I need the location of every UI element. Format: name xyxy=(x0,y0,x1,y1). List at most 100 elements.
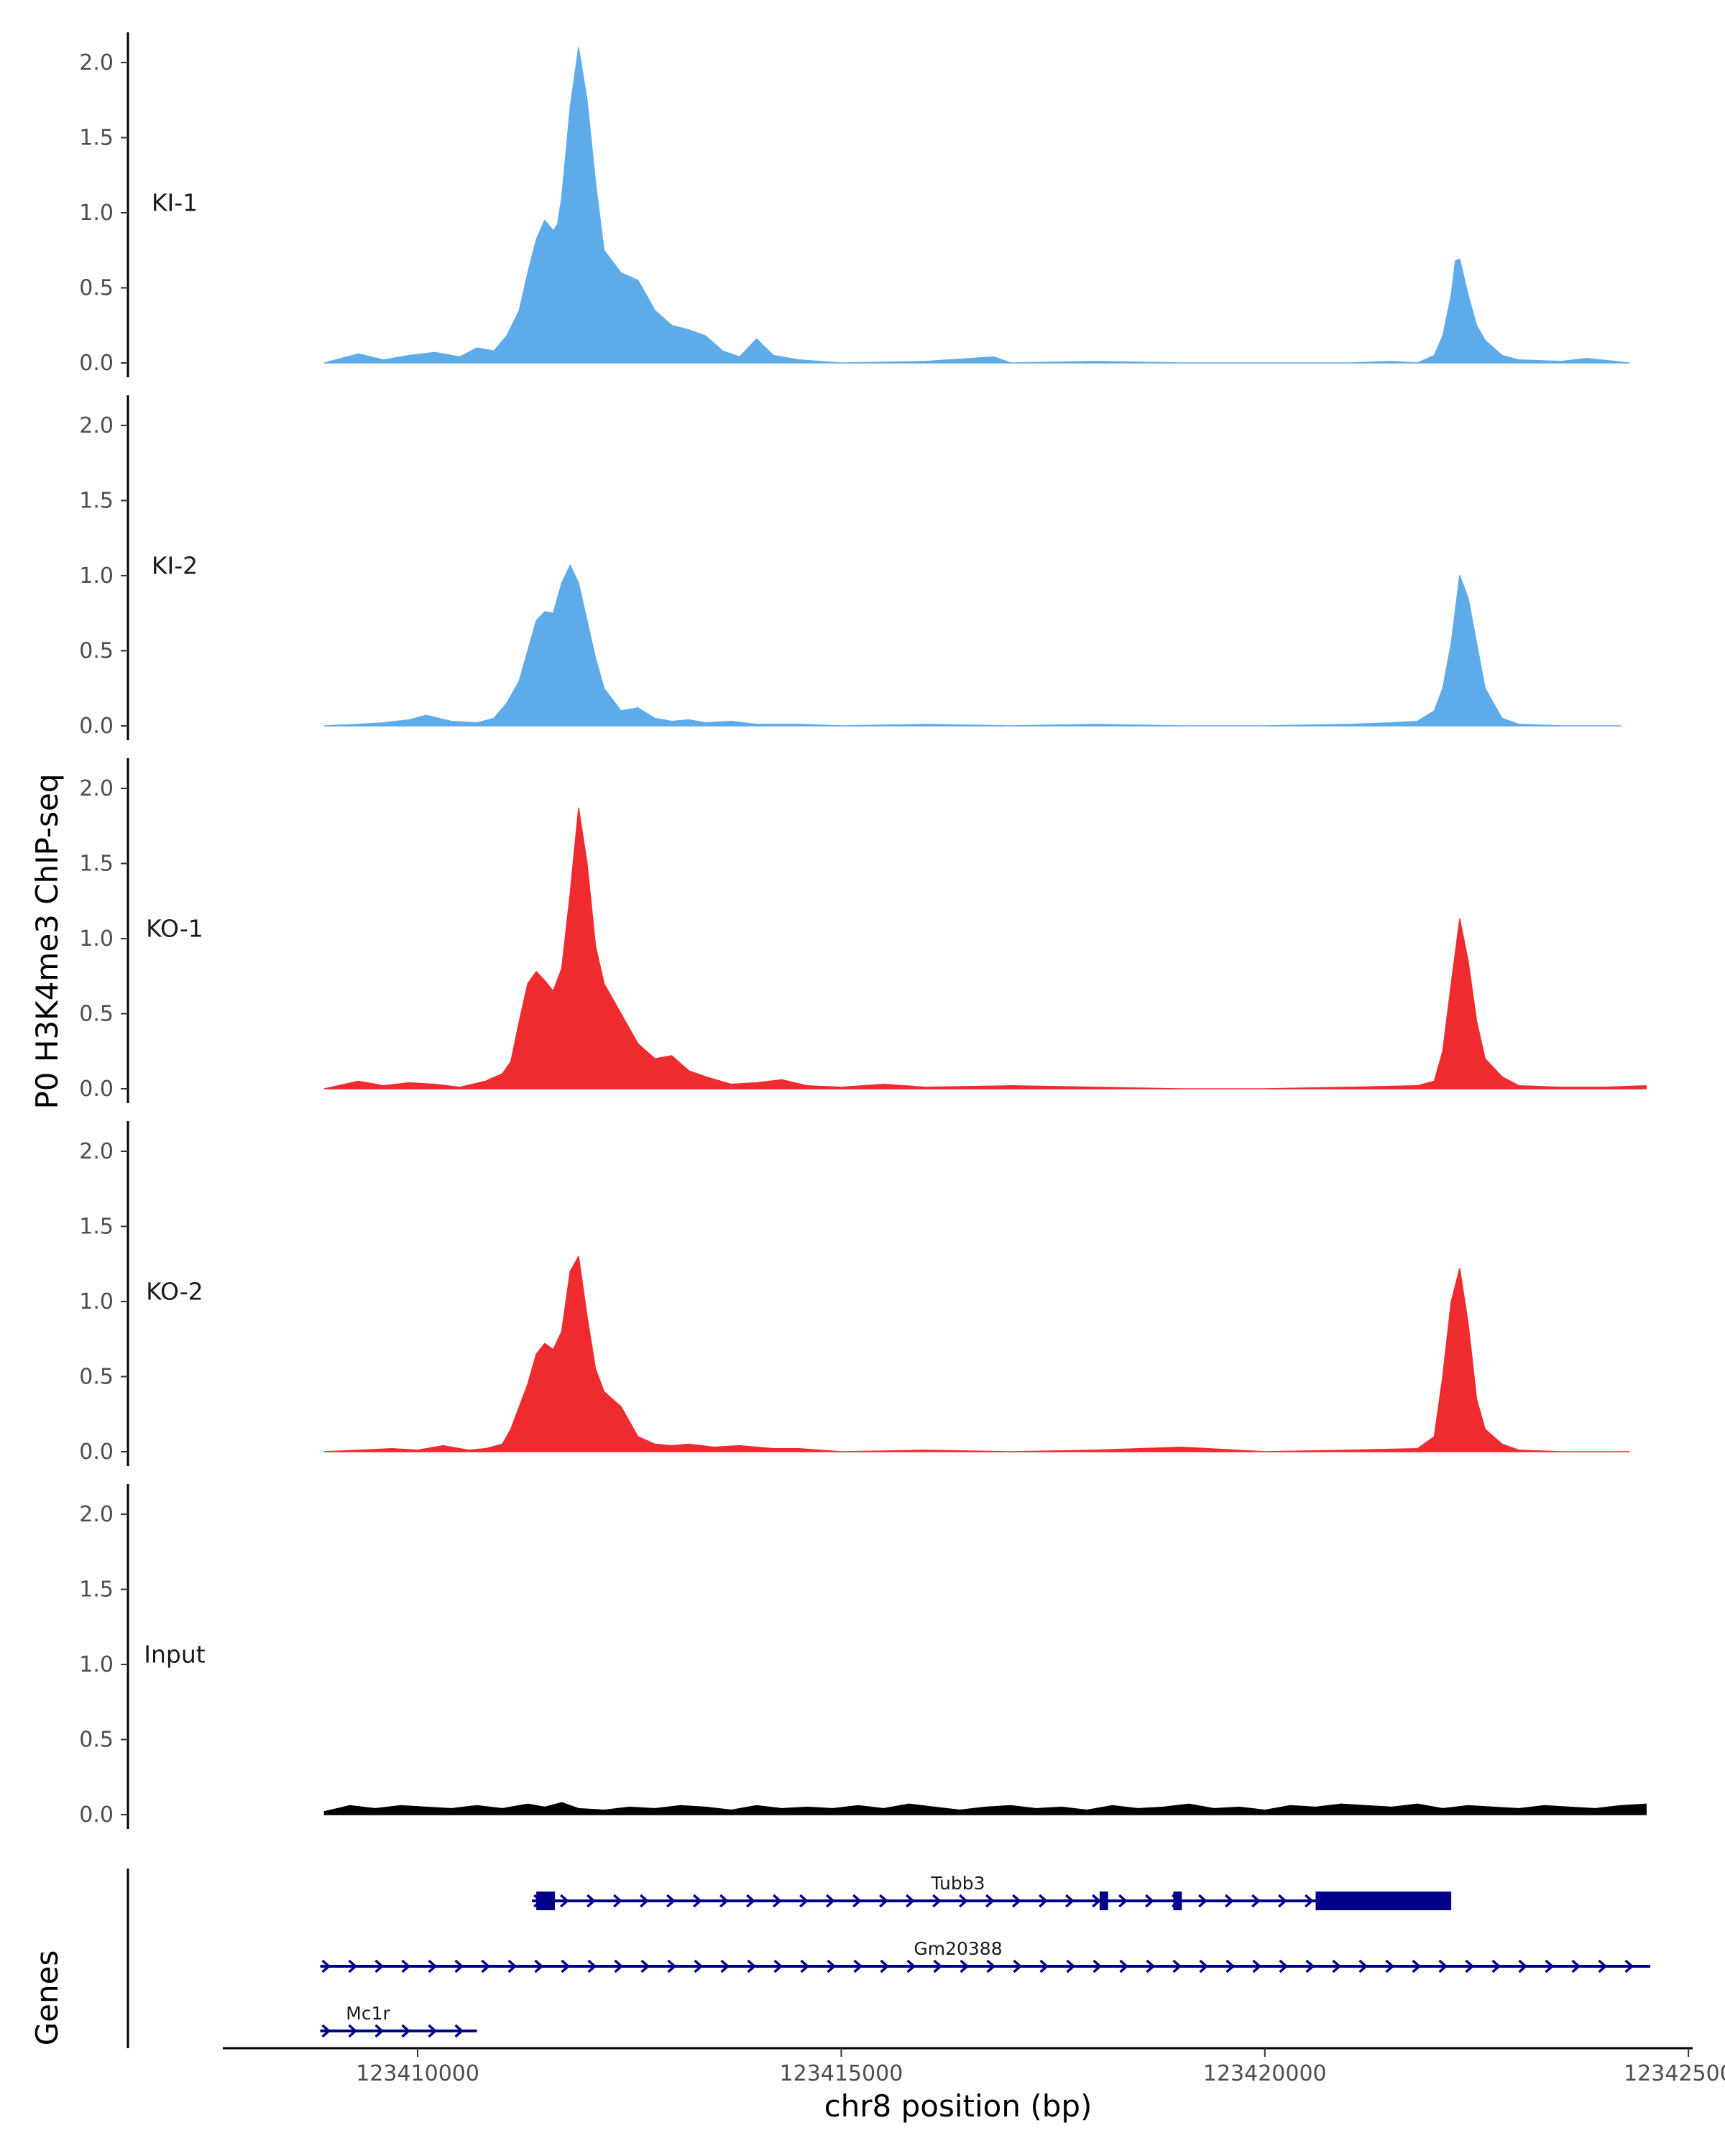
strand-arrow xyxy=(853,1959,863,1973)
y-tick-label: 1.5 xyxy=(79,852,114,877)
track-label: KO-2 xyxy=(146,1278,203,1306)
strand-arrow xyxy=(667,1959,677,1973)
strand-arrow xyxy=(1092,1894,1101,1908)
y-tick-label: 2.0 xyxy=(79,1502,114,1527)
strand-arrow xyxy=(747,1959,757,1973)
strand-arrow xyxy=(586,1894,596,1908)
strand-arrow xyxy=(1252,1959,1262,1973)
strand-arrow xyxy=(428,2024,438,2038)
y-tick-label: 0.0 xyxy=(79,714,114,739)
strand-arrow xyxy=(1412,1959,1422,1973)
exon-block xyxy=(1315,1892,1452,1910)
strand-arrow xyxy=(1118,1894,1128,1908)
strand-arrow xyxy=(640,1894,649,1908)
strand-arrow xyxy=(906,1959,916,1973)
strand-arrow xyxy=(374,1959,385,1973)
strand-arrow xyxy=(1279,1959,1289,1973)
strand-arrow xyxy=(960,1959,970,1973)
strand-arrow xyxy=(1145,1894,1154,1908)
genes-panel: Tubb3 Gm20388 Mc1r xyxy=(126,1869,1651,2048)
signal-area-input xyxy=(323,1802,1647,1815)
strand-arrow xyxy=(1065,1894,1075,1908)
strand-arrow xyxy=(1146,1959,1156,1973)
track-panel-ki-2: 0.0 0.5 1.0 1.5 2.0 KI-2 xyxy=(79,395,1622,740)
strand-arrow xyxy=(906,1894,915,1908)
strand-arrow xyxy=(746,1894,755,1908)
gene-mc1r: Mc1r xyxy=(320,2003,477,2038)
track-label: KI-2 xyxy=(152,552,198,580)
strand-arrow xyxy=(428,1959,438,1973)
strand-arrow xyxy=(827,1959,837,1973)
track-panel-ko-1: 0.0 0.5 1.0 1.5 2.0 KO-1 xyxy=(79,758,1647,1103)
strand-arrow xyxy=(933,1959,943,1973)
strand-arrow xyxy=(1012,1894,1021,1908)
strand-arrow xyxy=(1039,1894,1048,1908)
strand-arrow xyxy=(1305,1894,1314,1908)
genes-axis-title: Genes xyxy=(29,1950,65,2046)
strand-arrow xyxy=(666,1894,676,1908)
strand-arrow xyxy=(1438,1959,1448,1973)
strand-arrow xyxy=(879,1894,888,1908)
y-tick-label: 0.0 xyxy=(79,1077,114,1102)
x-tick-label: 123415000 xyxy=(780,2061,903,2086)
track-panel-ko-2: 0.0 0.5 1.0 1.5 2.0 KO-2 xyxy=(79,1121,1630,1466)
signal-area-ki-1 xyxy=(323,47,1630,364)
y-tick-label: 0.5 xyxy=(79,1002,114,1027)
strand-arrow xyxy=(348,2024,358,2038)
y-tick-label: 1.5 xyxy=(79,126,114,151)
strand-arrow xyxy=(1198,1894,1208,1908)
strand-arrow xyxy=(799,1894,809,1908)
strand-arrow xyxy=(1092,1959,1103,1973)
track-label: KI-1 xyxy=(152,189,198,217)
strand-arrow xyxy=(348,1959,358,1973)
signal-area-ko-2 xyxy=(323,1256,1630,1452)
strand-arrow xyxy=(880,1959,890,1973)
strand-arrow xyxy=(560,1894,569,1908)
strand-arrow xyxy=(1305,1959,1315,1973)
strand-arrow xyxy=(613,1894,622,1908)
y-tick-label: 0.0 xyxy=(79,351,114,376)
gene-tubb3: Tubb3 xyxy=(532,1873,1452,1910)
strand-arrow xyxy=(587,1959,597,1973)
exon-block xyxy=(1099,1892,1108,1910)
strand-arrow xyxy=(321,2024,331,2038)
y-tick-label: 1.5 xyxy=(79,489,114,514)
strand-arrow xyxy=(1465,1959,1475,1973)
x-tick-label: 123425000 xyxy=(1624,2061,1725,2086)
strand-arrow xyxy=(852,1894,862,1908)
strand-arrow xyxy=(1225,1959,1236,1973)
strand-arrow xyxy=(826,1894,835,1908)
signal-area-ko-1 xyxy=(323,807,1647,1089)
strand-arrow xyxy=(534,1959,544,1973)
strand-arrow xyxy=(640,1959,650,1973)
strand-arrow xyxy=(401,1959,411,1973)
strand-arrow xyxy=(720,1959,730,1973)
strand-arrow xyxy=(719,1894,729,1908)
signal-panels: 0.00.51.01.52.0KI-10.00.51.01.52.0KI-20.… xyxy=(79,32,1647,1829)
strand-arrow xyxy=(1066,1959,1076,1973)
strand-arrow xyxy=(374,2024,385,2038)
strand-arrow xyxy=(1119,1959,1129,1973)
strand-arrow xyxy=(693,1894,702,1908)
strand-arrow xyxy=(1172,1959,1182,1973)
x-tick-label: 123410000 xyxy=(356,2061,479,2086)
signal-area-ki-2 xyxy=(323,564,1622,727)
track-label: Input xyxy=(144,1641,206,1669)
strand-arrow xyxy=(800,1959,810,1973)
y-tick-label: 1.5 xyxy=(79,1215,114,1240)
strand-arrow xyxy=(401,2024,411,2038)
strand-arrow xyxy=(1545,1959,1555,1973)
exon-block xyxy=(1173,1892,1182,1910)
strand-arrow xyxy=(614,1959,624,1973)
strand-arrow xyxy=(1491,1959,1501,1973)
y-tick-label: 1.0 xyxy=(79,1289,114,1314)
y-tick-label: 2.0 xyxy=(79,776,114,801)
strand-arrow xyxy=(321,1959,331,1973)
gene-name-label: Tubb3 xyxy=(931,1873,985,1894)
x-axis-title: chr8 position (bp) xyxy=(824,2088,1092,2124)
y-tick-label: 1.5 xyxy=(79,1577,114,1603)
track-label: KO-1 xyxy=(146,915,203,943)
y-tick-label: 0.5 xyxy=(79,276,114,301)
strand-arrow xyxy=(959,1894,968,1908)
strand-arrow xyxy=(1358,1959,1368,1973)
